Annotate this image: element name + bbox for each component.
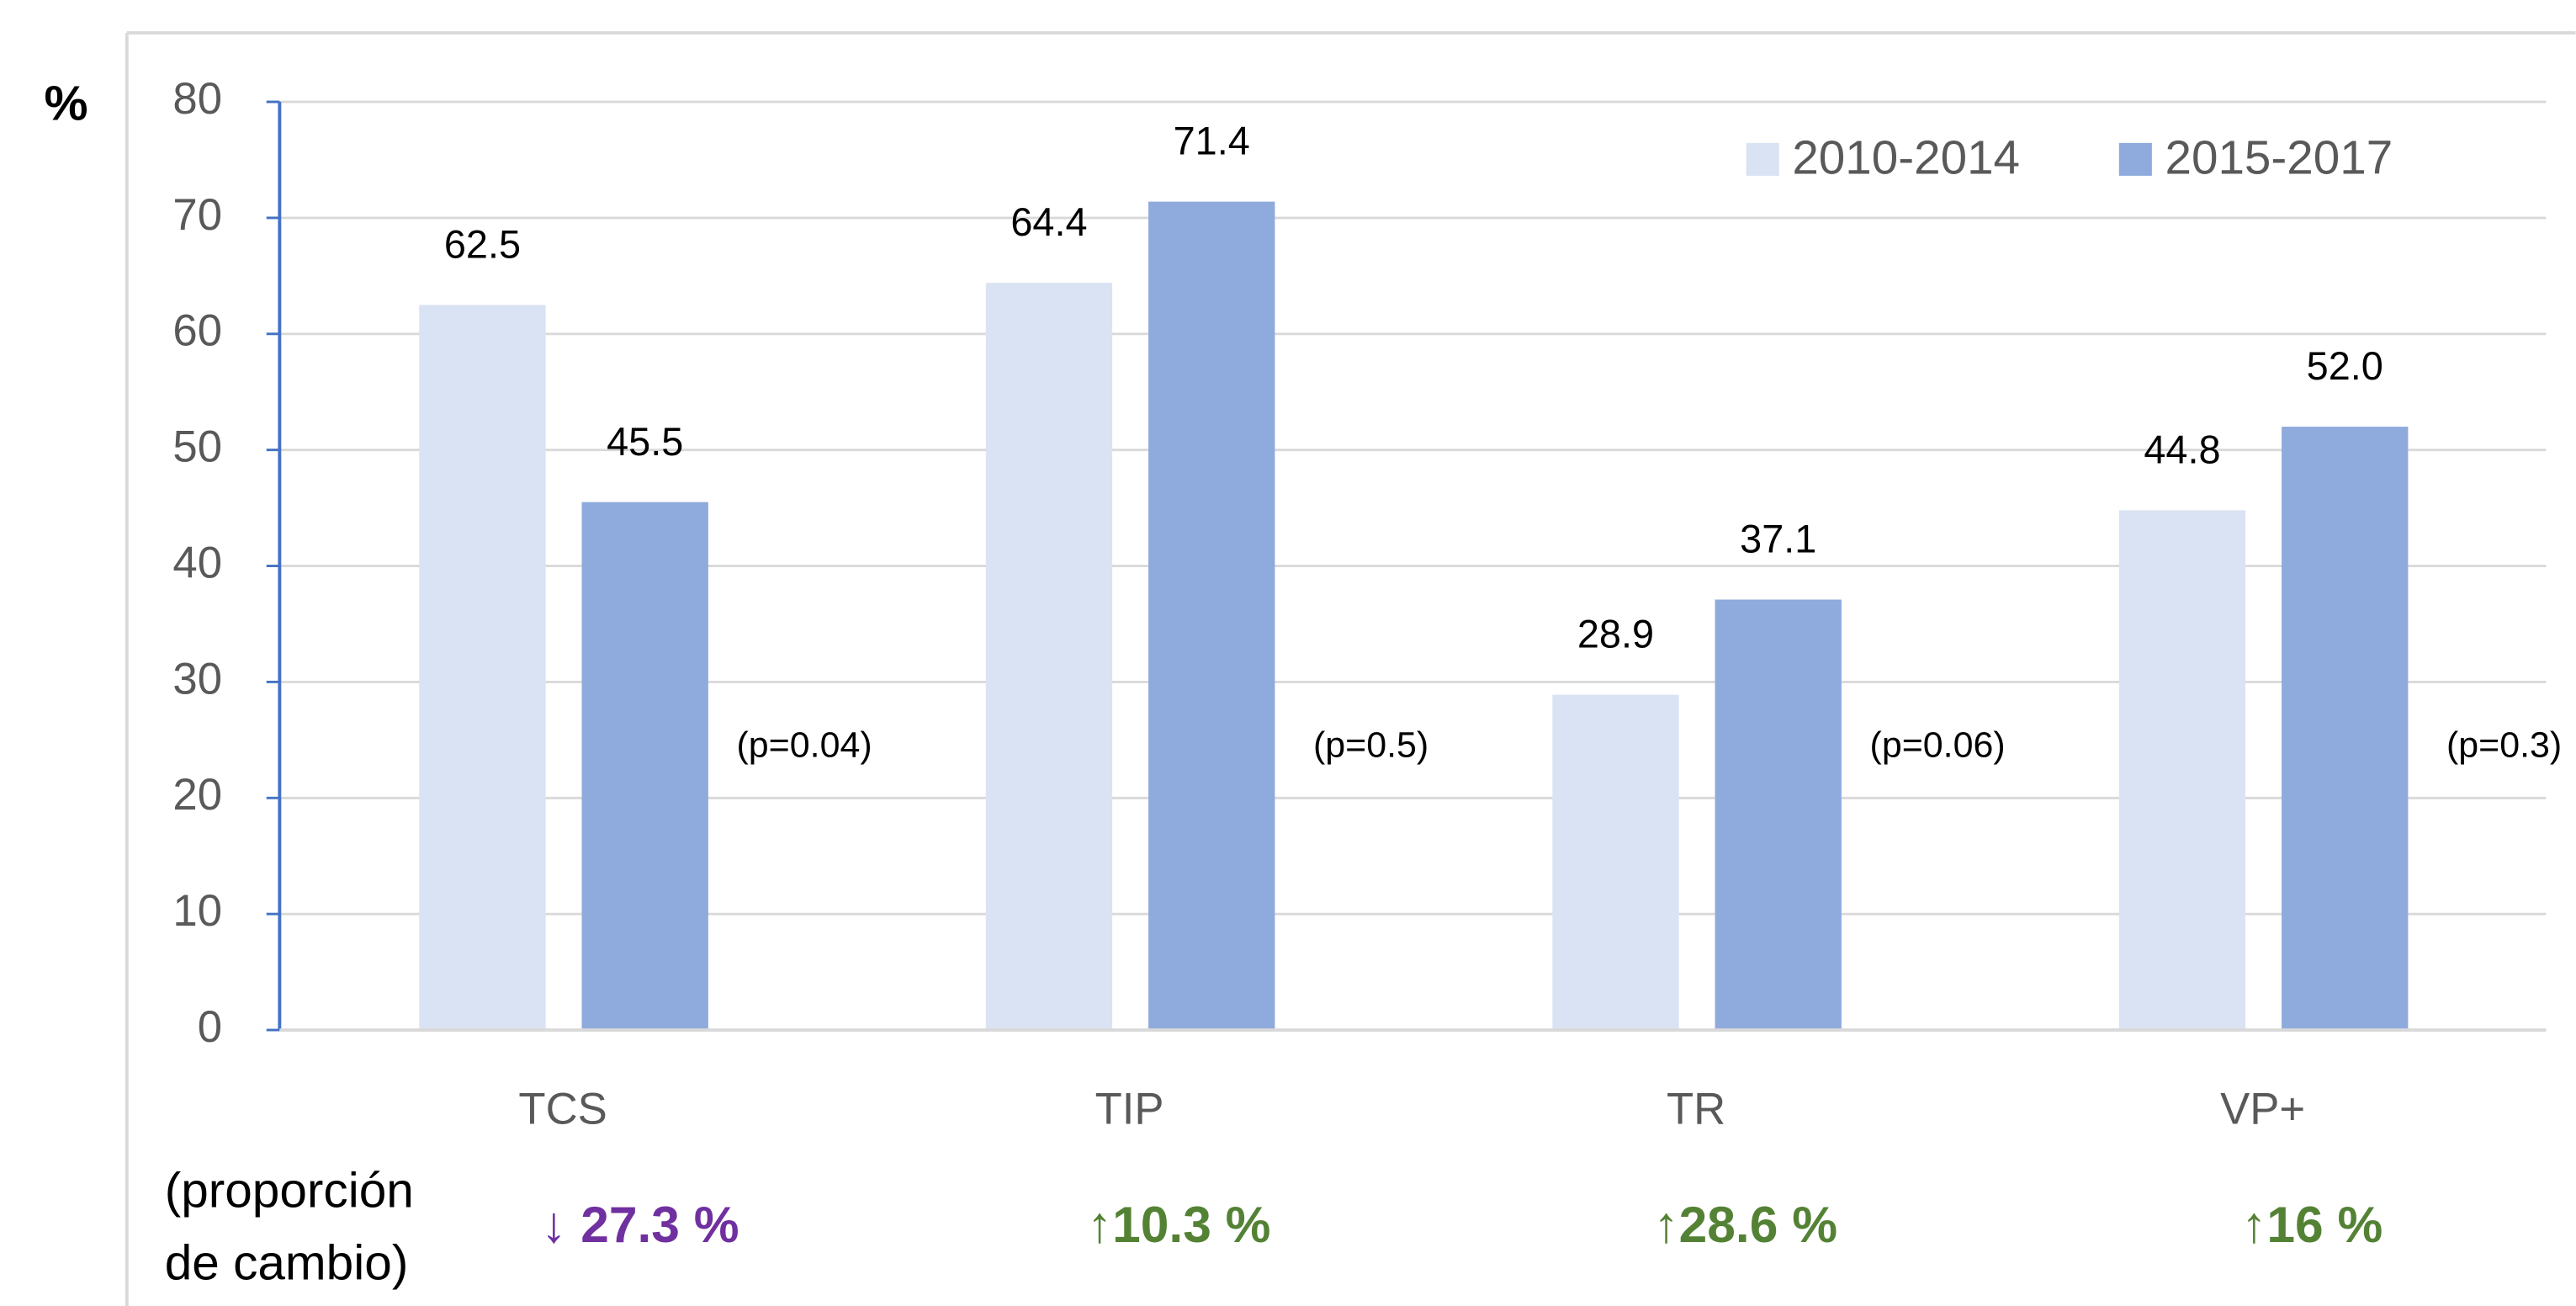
annotation: (p=0.3) (2446, 725, 2562, 766)
value-label: 37.1 (1740, 518, 1816, 561)
y-tick-label: 20 (172, 770, 222, 820)
y-tick-label: 30 (172, 654, 222, 703)
y-tick-label: 10 (172, 886, 222, 936)
legend-label: 2015-2017 (2165, 130, 2393, 183)
x-tick-label: TR (1667, 1085, 1725, 1134)
annotation: (p=0.06) (1870, 725, 2006, 766)
bar (419, 305, 546, 1031)
value-label: 45.5 (607, 420, 683, 464)
change-title: de cambio) (165, 1236, 409, 1291)
change-label: ↑10.3 % (1087, 1196, 1271, 1253)
y-tick-label: 70 (172, 190, 222, 240)
y-tick-label: 80 (172, 74, 222, 124)
bar (1552, 694, 1679, 1031)
y-axis-label: % (45, 76, 88, 130)
x-tick-label: VP+ (2220, 1085, 2305, 1134)
change-label: ↑16 % (2241, 1196, 2383, 1253)
x-tick-label: TCS (518, 1085, 607, 1134)
y-tick-label: 50 (172, 422, 222, 472)
change-label: ↓ 27.3 % (541, 1196, 739, 1253)
y-tick-label: 60 (172, 306, 222, 356)
change-title: (proporción (165, 1164, 414, 1218)
y-tick-label: 0 (198, 1002, 222, 1052)
bar (1148, 201, 1275, 1031)
legend-swatch (1746, 142, 1779, 176)
annotation: (p=0.04) (737, 725, 872, 766)
value-label: 62.5 (444, 222, 521, 266)
annotation: (p=0.5) (1313, 725, 1428, 766)
y-tick-label: 40 (172, 538, 222, 587)
value-label: 64.4 (1010, 200, 1087, 244)
legend-swatch (2118, 142, 2152, 176)
bar (581, 502, 708, 1031)
bar (985, 283, 1113, 1031)
change-label: ↑28.6 % (1653, 1196, 1837, 1253)
x-tick-label: TIP (1095, 1085, 1164, 1134)
value-label: 71.4 (1174, 119, 1250, 163)
value-label: 44.8 (2144, 427, 2220, 471)
bar (2118, 510, 2246, 1031)
bar (1715, 599, 1842, 1031)
bar (2282, 427, 2409, 1031)
value-label: 52.0 (2307, 344, 2383, 388)
legend-label: 2010-2014 (1792, 130, 2020, 183)
value-label: 28.9 (1577, 613, 1654, 656)
